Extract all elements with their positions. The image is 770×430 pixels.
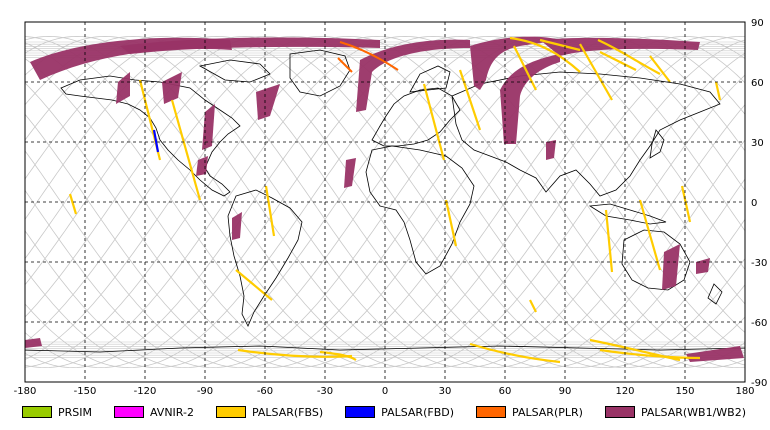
coast-north-america <box>60 75 241 197</box>
legend-item-palsar-wb: PALSAR(WB1/WB2) <box>604 405 747 419</box>
x-tick-label: -60 <box>257 386 273 397</box>
legend-swatch <box>476 406 507 418</box>
swath-palsar-fbs <box>604 209 614 273</box>
swath-palsar-fbs <box>579 43 613 101</box>
coastlines <box>25 49 745 353</box>
swath-palsar-wb <box>546 140 556 160</box>
y-tick-label: 90 <box>751 18 764 29</box>
legend-swatch <box>113 406 144 418</box>
coast-australia <box>621 229 691 291</box>
x-tick-label: -120 <box>134 386 157 397</box>
swath-palsar-wb <box>120 37 380 54</box>
swath-palsar-fbs <box>68 193 78 215</box>
legend: PRSIM AVNIR-2 PALSAR(FBS) PALSAR(FBD) PA… <box>0 400 770 424</box>
x-tick-label: 0 <box>382 386 388 397</box>
x-tick-label: -180 <box>14 386 37 397</box>
legend-item-avnir2: AVNIR-2 <box>113 405 194 419</box>
coast-new-zealand <box>707 283 723 305</box>
swath-palsar-wb <box>344 158 356 188</box>
swath-palsar-fbs <box>458 69 482 131</box>
swath-palsar-wb <box>686 346 744 362</box>
coast-scandinavia <box>409 65 451 93</box>
legend-swatch <box>21 406 52 418</box>
x-tick-labels: -180 -150 -120 -90 -60 -30 0 30 60 90 120 150 180 <box>14 386 755 397</box>
coast-arctic-islands <box>198 59 271 83</box>
swath-palsar-wb <box>256 84 280 120</box>
swath-palsar-wb <box>162 72 182 104</box>
y-tick-labels: 90 60 30 0 -30 -60 -90 <box>751 18 767 389</box>
swath-palsar-fbs <box>235 269 273 301</box>
coast-africa <box>365 145 475 275</box>
x-tick-label: 120 <box>615 386 634 397</box>
swath-palsar-fbs <box>589 338 681 362</box>
legend-swatch <box>345 406 376 418</box>
swath-palsar-wb <box>500 54 560 144</box>
x-tick-label: -30 <box>317 386 333 397</box>
swath-palsar-wb <box>540 37 700 56</box>
legend-swatch <box>215 406 246 418</box>
swath-palsar-fbs <box>529 299 537 313</box>
swath-palsar-fbs <box>513 45 537 91</box>
coast-south-america <box>227 189 303 327</box>
legend-item-palsar-plr: PALSAR(PLR) <box>476 406 583 419</box>
x-tick-label: 60 <box>499 386 512 397</box>
swath-palsar-fbs <box>170 99 202 201</box>
swath-palsar-fbs <box>422 83 446 161</box>
swath-palsar-fbs <box>638 199 662 271</box>
swath-palsar-wb <box>470 36 560 90</box>
legend-label: PALSAR(FBD) <box>381 405 455 419</box>
coast-indonesia <box>588 203 667 225</box>
x-tick-label: 180 <box>735 386 754 397</box>
x-tick-label: 90 <box>559 386 572 397</box>
coast-greenland <box>289 49 351 97</box>
legend-item-palsar-fbd: PALSAR(FBD) <box>345 406 454 419</box>
swath-palsar-wb <box>356 39 470 113</box>
swath-palsar-fbs <box>264 185 276 237</box>
legend-item-prsim: PRSIM <box>21 405 92 419</box>
swath-palsar-fbs <box>469 342 561 364</box>
swath-palsar-fbs <box>649 55 671 83</box>
swath-palsar-wb <box>662 244 680 290</box>
coverage-swaths <box>25 36 744 364</box>
coast-japan <box>649 129 665 159</box>
plot-frame <box>24 21 746 383</box>
coast-asia <box>451 71 721 197</box>
graticule <box>25 22 745 382</box>
y-tick-label: 0 <box>751 198 757 209</box>
swath-palsar-fbs <box>599 348 701 360</box>
swath-palsar-fbs <box>539 38 581 52</box>
coast-europe <box>371 87 461 147</box>
swath-palsar-wb <box>232 212 242 240</box>
x-tick-label: -90 <box>197 386 213 397</box>
x-tick-label: 150 <box>675 386 694 397</box>
x-tick-label: -150 <box>74 386 97 397</box>
y-tick-label: 30 <box>751 138 764 149</box>
swath-palsar-wb <box>25 338 42 348</box>
legend-swatch <box>604 406 635 418</box>
legend-label: PALSAR(FBS) <box>251 405 324 419</box>
swath-palsar-plr <box>339 41 399 71</box>
legend-label: PALSAR(PLR) <box>512 405 583 419</box>
legend-label: PALSAR(WB1/WB2) <box>640 405 747 419</box>
legend-item-palsar-fbs: PALSAR(FBS) <box>215 405 324 419</box>
x-tick-label: 30 <box>439 386 452 397</box>
swath-palsar-fbs <box>714 81 722 101</box>
swath-palsar-fbs <box>444 199 458 247</box>
y-tick-label: -60 <box>751 318 767 329</box>
swath-palsar-fbd <box>152 129 160 153</box>
y-tick-label: -90 <box>751 378 767 389</box>
coast-antarctica <box>25 345 745 353</box>
swath-palsar-wb <box>116 72 130 104</box>
swath-palsar-plr <box>337 57 353 73</box>
swath-palsar-fbs <box>597 38 661 75</box>
y-tick-label: -30 <box>751 258 767 269</box>
legend-label: AVNIR-2 <box>149 405 194 419</box>
swath-palsar-fbs <box>237 348 353 358</box>
coverage-map: -180 -150 -120 -90 -60 -30 0 30 60 90 120 150 180 90… <box>14 18 768 397</box>
legend-label: PRSIM <box>57 405 92 419</box>
y-tick-label: 60 <box>751 78 764 89</box>
swath-palsar-fbs <box>680 185 692 223</box>
swath-palsar-fbs <box>599 51 637 71</box>
swath-palsar-fbs <box>509 36 581 73</box>
